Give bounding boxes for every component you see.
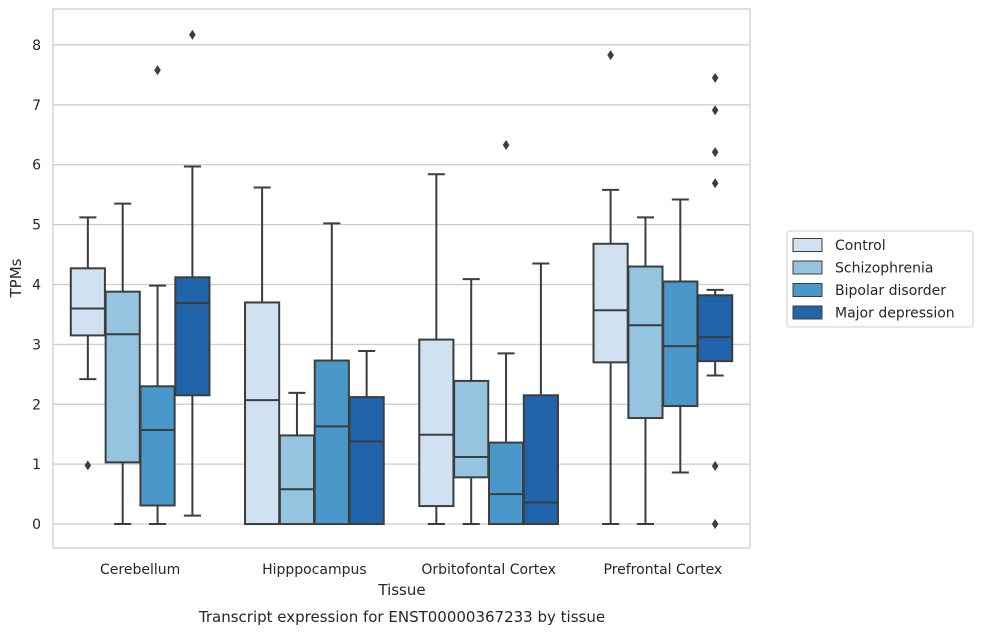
y-tick-labels: 0 1 2 3 4 5 6 7 8: [32, 38, 41, 533]
x-tick-label: Orbitofontal Cortex: [421, 562, 556, 578]
y-tick-label: 6: [32, 158, 41, 174]
x-tick-label: Hipppocampus: [262, 562, 367, 578]
outlier-point: [711, 519, 719, 530]
box-bipolar-disorder: [139, 65, 176, 526]
y-tick-label: 0: [32, 517, 41, 533]
legend-swatch: [792, 305, 823, 320]
x-tick-label: Cerebellum: [100, 562, 180, 578]
box-control: [592, 50, 629, 526]
box-iqr: [244, 301, 281, 526]
box-iqr: [697, 294, 734, 363]
box-iqr: [174, 276, 211, 397]
box-iqr: [592, 242, 629, 364]
box-iqr: [69, 267, 106, 337]
box-major-depression: [174, 29, 211, 517]
x-tick-labels: Cerebellum Hipppocampus Orbitofontal Corte…: [100, 562, 722, 578]
y-tick-label: 3: [32, 337, 41, 353]
outlier-point: [711, 105, 719, 116]
outlier-point: [154, 65, 161, 76]
box-iqr: [627, 265, 664, 420]
y-tick-label: 1: [32, 457, 41, 473]
box-iqr: [418, 338, 455, 508]
legend-label: Control: [835, 238, 886, 254]
box-iqr: [278, 434, 316, 526]
box-iqr: [313, 359, 350, 526]
outlier-point: [189, 29, 196, 40]
chart-caption: Transcript expression for ENST0000036723…: [198, 608, 605, 626]
box-bipolar-disorder: [313, 222, 350, 526]
outlier-point: [711, 460, 719, 471]
box-schizophrenia: [278, 391, 316, 526]
legend-frame: [786, 230, 974, 328]
box-control: [418, 173, 455, 526]
legend-swatch: [792, 238, 823, 252]
outlier-point: [711, 147, 719, 158]
outlier-point: [711, 178, 719, 189]
box-schizophrenia: [627, 216, 664, 526]
legend-label: Schizophrenia: [835, 261, 933, 277]
y-tick-label: 2: [32, 397, 41, 413]
box-groups: [69, 29, 734, 530]
y-axis-label: TPMs: [7, 258, 25, 298]
box-bipolar-disorder: [487, 139, 525, 526]
box-schizophrenia: [104, 202, 141, 526]
outlier-point: [711, 72, 719, 83]
legend-label: Bipolar disorder: [835, 283, 946, 299]
box-iqr: [662, 280, 699, 408]
box-iqr: [104, 290, 141, 464]
legend: Control Schizophrenia Bipolar disorder Majo…: [786, 230, 974, 328]
box-iqr: [453, 379, 490, 479]
box-iqr: [487, 441, 525, 526]
y-tick-label: 5: [32, 218, 41, 234]
y-tick-label: 8: [32, 38, 41, 54]
legend-swatch: [792, 283, 823, 297]
box-iqr: [348, 396, 385, 526]
box-schizophrenia: [453, 278, 490, 526]
box-control: [244, 186, 281, 526]
outlier-point: [84, 460, 92, 471]
box-iqr: [139, 385, 176, 507]
y-tick-label: 7: [32, 98, 41, 114]
x-tick-label: Prefrontal Cortex: [604, 562, 723, 578]
outlier-point: [502, 139, 510, 150]
x-axis-label: Tissue: [377, 581, 425, 599]
box-major-depression: [348, 349, 385, 526]
box-iqr: [522, 394, 559, 526]
box-major-depression: [522, 262, 559, 526]
outlier-point: [607, 50, 614, 61]
box-major-depression: [697, 72, 734, 530]
legend-label: Major depression: [835, 306, 955, 322]
y-tick-label: 4: [32, 277, 41, 293]
plot-frame: [52, 8, 751, 549]
legend-swatch: [792, 260, 823, 275]
box-bipolar-disorder: [662, 198, 699, 474]
